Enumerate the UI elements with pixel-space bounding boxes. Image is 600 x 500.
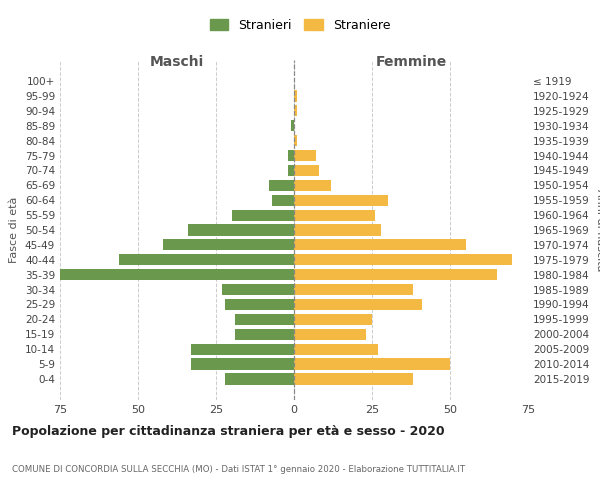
Bar bbox=[269, 180, 294, 191]
Bar bbox=[163, 240, 294, 250]
Bar bbox=[119, 254, 294, 266]
Bar bbox=[294, 358, 450, 370]
Bar bbox=[60, 269, 294, 280]
Bar bbox=[294, 194, 388, 206]
Bar bbox=[294, 150, 316, 161]
Bar bbox=[294, 344, 378, 355]
Y-axis label: Anni di nascita: Anni di nascita bbox=[595, 188, 600, 271]
Text: Maschi: Maschi bbox=[150, 55, 204, 69]
Bar bbox=[294, 284, 413, 295]
Bar bbox=[294, 299, 422, 310]
Bar bbox=[294, 105, 297, 117]
Bar bbox=[294, 254, 512, 266]
Bar bbox=[291, 120, 294, 132]
Bar bbox=[235, 314, 294, 325]
Bar bbox=[272, 194, 294, 206]
Bar bbox=[294, 180, 331, 191]
Bar bbox=[188, 224, 294, 235]
Bar bbox=[232, 210, 294, 220]
Y-axis label: Fasce di età: Fasce di età bbox=[10, 197, 19, 263]
Bar bbox=[294, 374, 413, 384]
Bar bbox=[294, 135, 297, 146]
Bar bbox=[222, 284, 294, 295]
Bar bbox=[294, 224, 382, 235]
Bar bbox=[191, 358, 294, 370]
Bar bbox=[294, 240, 466, 250]
Bar bbox=[294, 269, 497, 280]
Bar bbox=[294, 328, 366, 340]
Bar bbox=[288, 165, 294, 176]
Bar bbox=[294, 165, 319, 176]
Legend: Stranieri, Straniere: Stranieri, Straniere bbox=[205, 14, 395, 37]
Bar bbox=[226, 299, 294, 310]
Text: COMUNE DI CONCORDIA SULLA SECCHIA (MO) - Dati ISTAT 1° gennaio 2020 - Elaborazio: COMUNE DI CONCORDIA SULLA SECCHIA (MO) -… bbox=[12, 465, 465, 474]
Bar bbox=[288, 150, 294, 161]
Bar bbox=[294, 90, 297, 102]
Text: Popolazione per cittadinanza straniera per età e sesso - 2020: Popolazione per cittadinanza straniera p… bbox=[12, 425, 445, 438]
Text: Femmine: Femmine bbox=[376, 55, 446, 69]
Bar bbox=[294, 314, 372, 325]
Bar bbox=[226, 374, 294, 384]
Bar bbox=[294, 210, 375, 220]
Bar bbox=[235, 328, 294, 340]
Bar bbox=[191, 344, 294, 355]
